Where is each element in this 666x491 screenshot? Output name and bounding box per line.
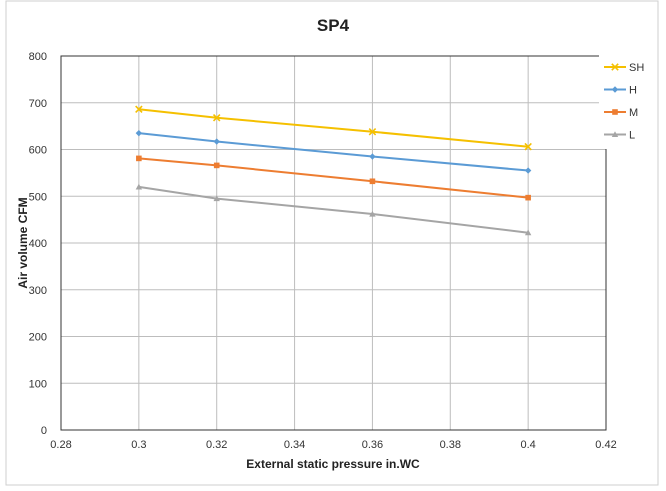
- data-point-m: [213, 162, 220, 169]
- data-point-l: [213, 195, 220, 202]
- legend-marker-l: [611, 131, 619, 138]
- legend-label-m: M: [629, 107, 638, 119]
- data-point-h: [135, 129, 143, 137]
- legend-item-h: H: [604, 85, 637, 97]
- data-point-l: [369, 210, 376, 217]
- x-axis-ticks: 0.28 0.3 0.32 0.34 0.36 0.38 0.4 0.42: [50, 439, 616, 451]
- x-tick-label: 0.38: [440, 439, 461, 451]
- legend-item-sh: SH: [604, 62, 644, 74]
- y-tick-label: 0: [41, 425, 47, 437]
- plot-area: [60, 55, 607, 431]
- x-tick-label: 0.34: [284, 439, 305, 451]
- y-axis-ticks: 0 100 200 300 400 500 600 700 800: [29, 51, 47, 437]
- x-tick-label: 0.36: [362, 439, 383, 451]
- data-point-sh: [524, 142, 532, 151]
- x-tick-label: 0.28: [50, 439, 71, 451]
- data-point-l: [135, 183, 143, 190]
- x-tick-label: 0.42: [595, 439, 616, 451]
- legend-item-m: M: [604, 107, 638, 119]
- y-tick-label: 100: [29, 378, 47, 390]
- chart-title: SP4: [317, 16, 350, 35]
- x-tick-label: 0.3: [131, 439, 146, 451]
- legend-label-l: L: [629, 130, 635, 142]
- y-tick-label: 700: [29, 98, 47, 110]
- data-point-m: [369, 178, 376, 185]
- legend-label-sh: SH: [629, 62, 644, 74]
- y-tick-label: 800: [29, 51, 47, 63]
- data-point-l: [524, 229, 532, 236]
- series-line-m: [138, 157, 529, 199]
- x-axis-label: External static pressure in.WC: [246, 457, 420, 471]
- y-tick-label: 300: [29, 285, 47, 297]
- y-tick-label: 400: [29, 238, 47, 250]
- data-point-h: [213, 138, 220, 145]
- x-tick-label: 0.32: [206, 439, 227, 451]
- legend-item-l: L: [604, 130, 635, 142]
- y-tick-label: 200: [29, 332, 47, 344]
- legend-marker-m: [612, 109, 618, 115]
- legend-marker-sh: [611, 63, 619, 71]
- data-point-sh: [212, 113, 221, 122]
- series-layer: [135, 105, 532, 236]
- y-tick-label: 500: [29, 191, 47, 203]
- series-m: [136, 155, 531, 201]
- series-sh: [135, 105, 532, 151]
- series-l: [135, 183, 532, 236]
- data-point-h: [524, 167, 532, 174]
- y-axis-label: Air volume CFM: [16, 197, 30, 288]
- series-h: [135, 129, 532, 174]
- data-point-sh: [135, 105, 143, 114]
- data-point-m: [136, 155, 142, 162]
- legend: SH HML: [599, 55, 656, 149]
- data-point-sh: [368, 127, 377, 136]
- data-point-h: [369, 153, 376, 160]
- x-tick-label: 0.4: [520, 439, 535, 451]
- legend-box: [599, 55, 656, 149]
- data-point-m: [525, 194, 531, 201]
- legend-label-h: H: [629, 85, 637, 97]
- series-line-l: [138, 185, 529, 234]
- y-tick-label: 600: [29, 145, 47, 157]
- series-line-h: [138, 132, 529, 172]
- series-line-sh: [138, 108, 529, 148]
- legend-marker-h: [611, 86, 619, 93]
